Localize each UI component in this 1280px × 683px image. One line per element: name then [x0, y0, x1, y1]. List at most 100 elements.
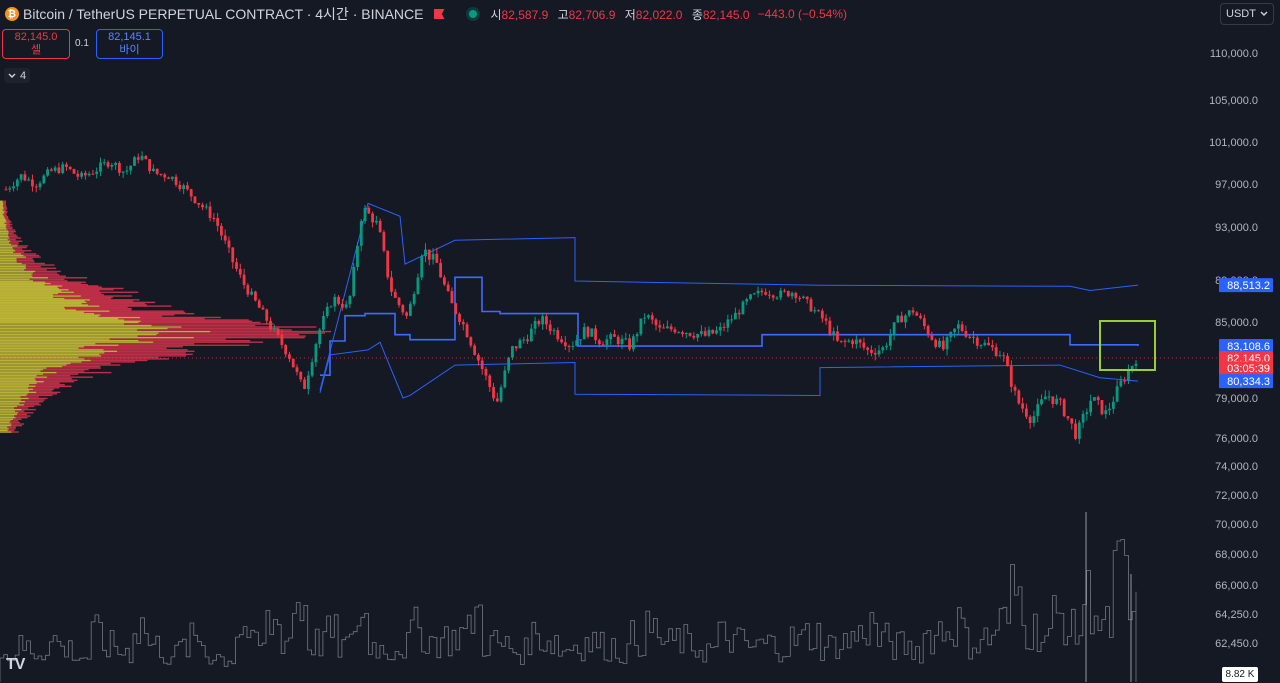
close-value: 82,145.0	[702, 7, 750, 22]
profile-bar-up	[0, 259, 17, 261]
candle-body	[862, 342, 866, 348]
candle-body	[337, 296, 340, 304]
profile-bar-down	[3, 207, 7, 209]
profile-bar-up	[0, 332, 159, 334]
buy-button[interactable]: 82,145.1 바이	[96, 29, 163, 59]
profile-bar-up	[0, 286, 58, 288]
chevron-down-icon	[8, 73, 16, 78]
profile-bar-down	[32, 272, 58, 274]
profile-bar-up	[0, 282, 51, 285]
candle-body	[477, 354, 480, 361]
profile-bar-up	[0, 253, 22, 255]
profile-bar-up	[0, 273, 32, 276]
profile-bar-up	[0, 225, 6, 227]
candle-body	[235, 262, 238, 269]
axis-tick-label: 93,000.0	[1215, 222, 1258, 234]
candle-body	[972, 336, 975, 338]
candle-body	[1096, 397, 1100, 401]
indicator-toggle[interactable]: 4	[4, 68, 31, 83]
profile-bar-up	[0, 407, 15, 409]
tradingview-logo[interactable]: TV	[6, 656, 25, 673]
profile-bar-up	[0, 390, 30, 392]
candle-body	[998, 355, 1002, 357]
candle-body	[499, 387, 503, 402]
candle-body	[212, 217, 216, 219]
profile-bar-up	[0, 311, 84, 314]
profile-bar-down	[16, 261, 35, 263]
profile-bar-down	[84, 346, 183, 348]
candle-body	[990, 345, 994, 348]
profile-bar-down	[11, 423, 24, 425]
candle-body	[915, 312, 919, 316]
candle-body	[956, 324, 960, 329]
profile-bar-down	[9, 242, 19, 244]
profile-bar-up	[0, 355, 102, 357]
candle-body	[288, 354, 291, 359]
candle-body	[654, 319, 658, 326]
profile-bar-down	[83, 311, 186, 314]
open-label: 시	[490, 7, 502, 22]
profile-bar-down	[11, 431, 19, 433]
candle-body	[590, 328, 594, 337]
profile-bar-up	[0, 415, 15, 417]
candle-body	[949, 332, 953, 338]
profile-bar-up	[0, 208, 4, 210]
candle-body	[783, 290, 786, 292]
candle-body	[930, 335, 934, 340]
profile-bar-up	[0, 344, 119, 346]
candle-body	[786, 291, 790, 297]
profile-bar-down	[2, 213, 7, 215]
candle-body	[15, 179, 19, 187]
currency-select[interactable]: USDT	[1220, 3, 1274, 25]
low-label: 저	[624, 7, 636, 22]
profile-bar-up	[0, 374, 37, 377]
axis-tick-label: 70,000.0	[1215, 519, 1258, 531]
candle-body	[919, 315, 922, 319]
profile-bar-up	[0, 379, 36, 381]
candle-body	[378, 220, 382, 233]
axis-tick-label: 64,250.0	[1215, 609, 1258, 621]
profile-bar-down	[14, 415, 31, 417]
candle-body	[560, 339, 563, 343]
axis-tick-label: 76,000.0	[1215, 433, 1258, 445]
profile-bar-up	[0, 315, 99, 317]
candle-body	[431, 253, 435, 260]
profile-bar-up	[0, 299, 91, 301]
candle-body	[541, 316, 545, 325]
candle-body	[61, 164, 65, 174]
candle-body	[749, 294, 752, 300]
profile-bar-down	[9, 237, 22, 239]
profile-bar-up	[0, 418, 14, 420]
profile-bar-down	[18, 412, 34, 414]
flag-icon[interactable]	[433, 9, 445, 19]
profile-bar-up	[0, 408, 22, 411]
profile-bar-up	[0, 370, 41, 372]
axis-tick-label: 97,000.0	[1215, 179, 1258, 191]
candle-body	[1070, 418, 1074, 424]
candle-body	[178, 184, 182, 190]
candle-body	[12, 186, 15, 189]
candle-body	[42, 175, 46, 184]
profile-bar-up	[0, 312, 95, 315]
profile-bar-down	[44, 283, 88, 286]
candle-body	[246, 285, 250, 295]
candle-body	[322, 315, 325, 330]
profile-bar-up	[0, 330, 211, 333]
symbol-title[interactable]: Bitcoin / TetherUS PERPETUAL CONTRACT · …	[23, 6, 424, 22]
candle-body	[424, 249, 427, 257]
sell-price: 82,145.0	[14, 31, 58, 43]
profile-bar-down	[117, 350, 195, 353]
candle-body	[356, 245, 359, 267]
profile-bar-up	[0, 300, 85, 302]
profile-bar-down	[70, 362, 111, 365]
candle-body	[99, 162, 102, 172]
candle-body	[348, 295, 352, 305]
candle-body	[983, 342, 987, 346]
candle-body	[495, 398, 499, 402]
sell-button[interactable]: 82,145.0 셀	[2, 29, 70, 59]
candle-body	[960, 324, 964, 332]
candle-body	[836, 331, 839, 341]
candle-body	[987, 342, 991, 346]
profile-bar-up	[0, 254, 24, 257]
